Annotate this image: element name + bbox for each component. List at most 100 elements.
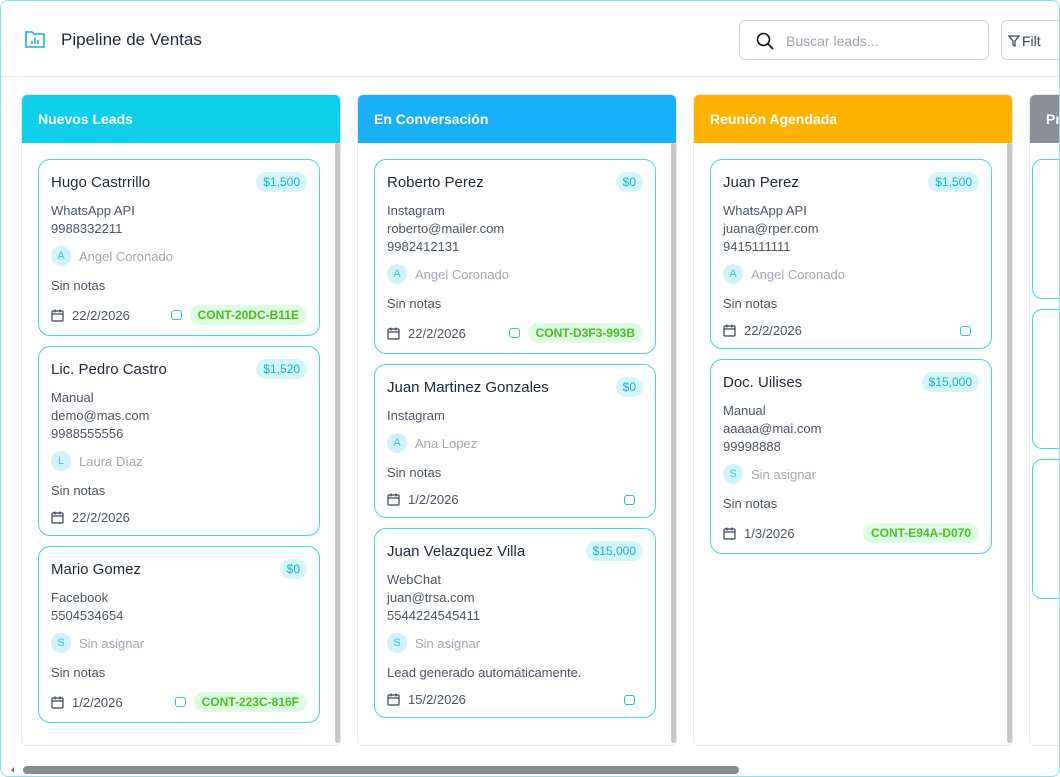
lead-detail: roberto@mailer.com <box>387 221 505 236</box>
lead-amount: $1,520 <box>256 359 307 379</box>
date-row: 15/2/2026 <box>387 692 624 707</box>
lead-notes: Sin notas <box>51 665 106 680</box>
lead-date: 1/3/2026 <box>744 525 795 541</box>
lead-notes: Sin notas <box>51 483 106 498</box>
lead-card[interactable]: Juan Martinez Gonzales $0 Instagram A Ana Lo… <box>374 364 656 518</box>
assignee-name: Angel Coronado <box>415 266 509 282</box>
vertical-scrollbar[interactable] <box>335 143 340 743</box>
assignee-avatar: L <box>51 451 71 471</box>
lead-card[interactable]: Lic. Pedro Castro $1,520 Manual demo@mas.co… <box>38 346 320 536</box>
lead-detail: Instagram <box>387 203 445 218</box>
card-footer: 15/2/2026 <box>387 692 643 707</box>
lead-name: Juan Perez <box>723 173 799 191</box>
assignee-name: Angel Coronado <box>751 266 845 282</box>
pipeline-column: Nuevos Leads Hugo Castrrillo $1,500 WhatsAp… <box>21 94 341 746</box>
lead-amount: $0 <box>279 559 307 579</box>
pipeline-column: Pr <box>1029 94 1059 746</box>
vertical-scrollbar[interactable] <box>1007 143 1012 743</box>
lead-name: Mario Gomez <box>51 560 142 578</box>
card-footer: 22/2/2026 CONT-20DC-B11E <box>51 305 307 325</box>
contact-id[interactable]: CONT-E94A-D070 <box>862 523 979 543</box>
chat-icon[interactable] <box>170 310 182 320</box>
contact-id[interactable]: CONT-223C-816F <box>193 692 307 712</box>
lead-detail: Facebook <box>51 590 109 605</box>
lead-name: Lic. Pedro Castro <box>51 360 167 378</box>
lead-amount: $1,500 <box>928 172 979 192</box>
lead-detail: WhatsApp API <box>51 203 135 218</box>
card-clipped <box>1032 459 1059 599</box>
lead-detail: WhatsApp API <box>723 203 807 218</box>
card-footer: 22/2/2026 <box>723 323 979 338</box>
card-footer: 1/3/2026 CONT-E94A-D070 <box>723 523 979 543</box>
assignee-name: Ana Lopez <box>415 435 478 451</box>
lead-amount: $15,000 <box>585 541 643 561</box>
assignee-row: A Ana Lopez <box>387 433 643 453</box>
lead-card[interactable]: Roberto Perez $0 Instagram roberto@mailer.c… <box>374 159 656 354</box>
lead-card[interactable]: Doc. Uilises $15,000 Manual aaaaa@mai.com 99… <box>710 359 992 554</box>
lead-notes: Sin notas <box>723 496 778 511</box>
pipeline-column: En Conversación Roberto Perez $0 Instagram r… <box>357 94 677 746</box>
horizontal-scrollbar[interactable] <box>11 766 1051 774</box>
search-box[interactable]: Buscar leads... <box>739 20 989 60</box>
calendar-icon <box>723 527 736 540</box>
lead-card[interactable]: Juan Velazquez Villa $15,000 WebChat juan@t… <box>374 528 656 718</box>
assignee-row: S Sin asignar <box>723 464 979 484</box>
assignee-row: A Angel Coronado <box>387 264 643 284</box>
lead-detail: Manual <box>723 403 766 418</box>
chat-icon[interactable] <box>624 694 635 705</box>
card-header: Roberto Perez $0 <box>387 172 643 192</box>
lead-amount: $1,500 <box>256 172 307 192</box>
lead-date: 15/2/2026 <box>408 692 466 707</box>
assignee-name: Sin asignar <box>79 635 145 651</box>
contact-id[interactable]: CONT-D3F3-993B <box>527 323 643 343</box>
lead-detail: juan@trsa.com <box>387 590 475 605</box>
page-title: Pipeline de Ventas <box>61 30 202 49</box>
card-header: Doc. Uilises $15,000 <box>723 372 979 392</box>
lead-name: Juan Velazquez Villa <box>387 542 526 560</box>
date-row: 1/2/2026 <box>51 695 175 710</box>
vertical-scrollbar[interactable] <box>671 143 676 743</box>
lead-date: 1/2/2026 <box>72 694 123 710</box>
lead-detail: Manual <box>51 390 94 405</box>
chat-icon[interactable] <box>960 325 971 336</box>
chat-icon[interactable] <box>174 697 186 707</box>
lead-card[interactable]: Juan Perez $1,500 WhatsApp API juana@rper.c… <box>710 159 992 349</box>
card-footer: 22/2/2026 <box>51 510 307 525</box>
column-body <box>1030 143 1059 745</box>
calendar-icon <box>387 327 400 340</box>
assignee-name: Sin asignar <box>415 635 481 651</box>
calendar-icon <box>51 309 64 322</box>
lead-card[interactable]: Hugo Castrrillo $1,500 WhatsApp API 9988332… <box>38 159 320 336</box>
contact-id[interactable]: CONT-20DC-B11E <box>189 305 307 325</box>
filter-button[interactable]: Filt <box>1001 20 1059 60</box>
lead-card[interactable]: Mario Gomez $0 Facebook 5504534654 S Sin asig… <box>38 546 320 723</box>
lead-date: 22/2/2026 <box>72 510 130 525</box>
header: Pipeline de Ventas Buscar leads... Filt <box>1 1 1059 77</box>
assignee-avatar: S <box>51 633 71 653</box>
lead-amount: $0 <box>615 172 643 192</box>
card-footer: 1/2/2026 CONT-223C-816F <box>51 692 307 712</box>
card-header: Juan Martinez Gonzales $0 <box>387 377 643 397</box>
assignee-row: S Sin asignar <box>387 633 643 653</box>
chat-icon[interactable] <box>508 328 520 338</box>
pipeline-icon <box>25 31 45 48</box>
calendar-icon <box>51 511 64 524</box>
lead-detail: 99998888 <box>723 439 781 454</box>
assignee-name: Laura Díaz <box>79 453 143 469</box>
lead-amount: $15,000 <box>921 372 979 392</box>
lead-date: 22/2/2026 <box>408 325 466 341</box>
lead-detail: WebChat <box>387 572 441 587</box>
assignee-name: Sin asignar <box>751 466 817 482</box>
assignee-row: L Laura Díaz <box>51 451 307 471</box>
assignee-avatar: A <box>387 264 407 284</box>
chat-icon[interactable] <box>624 494 635 505</box>
assignee-avatar: A <box>723 264 743 284</box>
card-header: Hugo Castrrillo $1,500 <box>51 172 307 192</box>
assignee-row: A Angel Coronado <box>723 264 979 284</box>
lead-detail: demo@mas.com <box>51 408 150 423</box>
lead-name: Hugo Castrrillo <box>51 173 151 191</box>
assignee-name: Angel Coronado <box>79 248 173 264</box>
lead-notes: Sin notas <box>387 296 442 311</box>
filter-label: Filt <box>1022 33 1041 49</box>
